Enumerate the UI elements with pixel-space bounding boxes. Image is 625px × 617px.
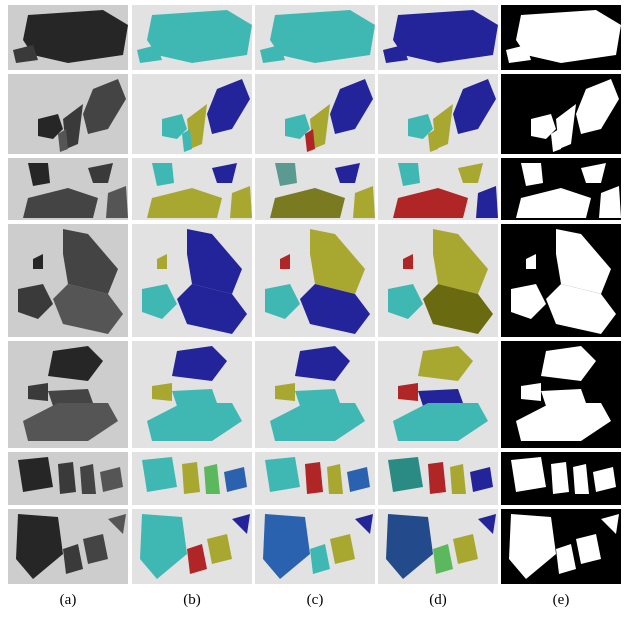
image-cell xyxy=(255,224,375,337)
image-cell xyxy=(8,5,128,70)
column-label: (b) xyxy=(183,592,201,608)
image-cell xyxy=(501,5,621,70)
segmentation-image xyxy=(255,74,375,154)
image-cell xyxy=(378,5,498,70)
segmentation-image xyxy=(378,158,498,220)
segmentation-image xyxy=(501,452,621,505)
image-cell xyxy=(132,509,252,584)
segmentation-image xyxy=(132,158,252,220)
segmentation-image xyxy=(255,452,375,505)
segmentation-image xyxy=(501,341,621,448)
image-cell xyxy=(132,341,252,448)
column-label: (e) xyxy=(553,592,570,608)
image-cell xyxy=(255,74,375,154)
segmentation-image xyxy=(132,509,252,584)
image-cell xyxy=(8,452,128,505)
image-cell xyxy=(255,5,375,70)
image-cell xyxy=(501,158,621,220)
image-cell xyxy=(378,74,498,154)
segmentation-image xyxy=(255,509,375,584)
segmentation-image xyxy=(132,341,252,448)
segmentation-image xyxy=(501,158,621,220)
segmentation-image xyxy=(255,224,375,337)
column-label: (c) xyxy=(307,592,324,608)
image-cell xyxy=(255,509,375,584)
segmentation-image xyxy=(8,341,128,448)
segmentation-image xyxy=(255,5,375,70)
image-cell xyxy=(8,158,128,220)
segmentation-image xyxy=(378,341,498,448)
image-cell xyxy=(501,341,621,448)
segmentation-image xyxy=(501,74,621,154)
image-cell xyxy=(255,158,375,220)
image-cell xyxy=(132,5,252,70)
segmentation-image xyxy=(378,5,498,70)
segmentation-image xyxy=(378,509,498,584)
segmentation-image xyxy=(132,224,252,337)
image-cell xyxy=(501,452,621,505)
image-cell xyxy=(501,509,621,584)
image-cell xyxy=(132,74,252,154)
column-label: (d) xyxy=(429,592,447,608)
image-cell xyxy=(8,509,128,584)
image-cell xyxy=(132,158,252,220)
image-cell xyxy=(378,452,498,505)
image-cell xyxy=(501,74,621,154)
segmentation-image xyxy=(8,158,128,220)
segmentation-image xyxy=(8,224,128,337)
image-cell xyxy=(8,224,128,337)
image-cell xyxy=(501,224,621,337)
segmentation-image xyxy=(501,509,621,584)
image-cell xyxy=(255,341,375,448)
figure: (a) (b) (c) (d) (e) xyxy=(0,0,625,617)
segmentation-image xyxy=(8,452,128,505)
segmentation-image xyxy=(132,74,252,154)
segmentation-image xyxy=(132,5,252,70)
segmentation-image xyxy=(8,509,128,584)
image-cell xyxy=(378,158,498,220)
image-cell xyxy=(378,509,498,584)
segmentation-image xyxy=(255,158,375,220)
image-cell xyxy=(132,224,252,337)
image-cell xyxy=(255,452,375,505)
image-cell xyxy=(8,74,128,154)
segmentation-image xyxy=(8,74,128,154)
segmentation-image xyxy=(501,5,621,70)
segmentation-image xyxy=(378,452,498,505)
column-label: (a) xyxy=(60,592,77,608)
image-cell xyxy=(378,341,498,448)
segmentation-image xyxy=(501,224,621,337)
segmentation-image xyxy=(8,5,128,70)
image-cell xyxy=(378,224,498,337)
segmentation-image xyxy=(378,74,498,154)
segmentation-image xyxy=(132,452,252,505)
segmentation-image xyxy=(378,224,498,337)
image-grid xyxy=(8,5,621,584)
image-cell xyxy=(8,341,128,448)
segmentation-image xyxy=(255,341,375,448)
image-cell xyxy=(132,452,252,505)
